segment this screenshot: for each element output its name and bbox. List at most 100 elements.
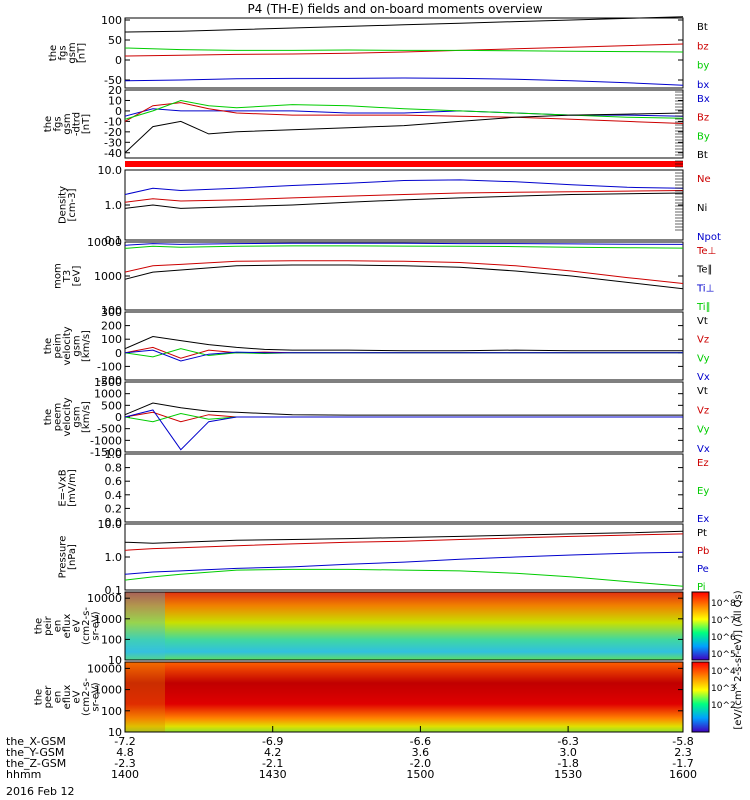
series-line-by — [124, 47, 684, 53]
y-tick-label: -10 — [104, 115, 122, 128]
chart-title: P4 (TH-E) fields and on-board moments ov… — [247, 2, 542, 16]
legend-entry: By — [697, 131, 710, 142]
colorbar-tick-label: 10^6 — [711, 633, 736, 643]
x-row-value: -2.1 — [262, 757, 283, 770]
y-tick-label: 10 — [108, 726, 122, 739]
y-tick-label: 1500 — [94, 376, 122, 389]
y-tick-label: 0.2 — [105, 502, 123, 515]
colorbar — [691, 661, 710, 733]
y-axis-label-line: sr-eV) — [91, 682, 102, 711]
y-tick-label: 100 — [101, 333, 122, 346]
colorbar-tick-label: 10^7 — [711, 616, 736, 626]
y-axis-label-line: T3 — [62, 270, 73, 283]
y-tick-label: 50 — [108, 34, 122, 47]
legend-entry: Pe — [697, 564, 709, 575]
series-line-Ti∥ — [124, 245, 684, 249]
y-axis-label-line: [km/s] — [81, 330, 92, 362]
y-tick-label: 1.0 — [105, 199, 123, 212]
y-tick-label: -100 — [97, 360, 122, 373]
date-label: 2016 Feb 12 — [6, 785, 74, 798]
legend-entry: Ez — [697, 458, 709, 469]
series-line-Npot — [124, 179, 684, 195]
legend-entry: Bt — [697, 22, 708, 33]
y-axis-label-line: en — [53, 620, 64, 633]
y-tick-label: 0 — [115, 105, 122, 118]
legend-entry: Vy — [697, 425, 710, 436]
legend-entry: Vz — [697, 335, 709, 346]
series-line-Vt — [124, 402, 683, 416]
y-tick-label: 10.0 — [98, 164, 123, 177]
legend-entry: Ti⊥ — [696, 283, 714, 294]
panel-density: 10.0 1.0 0.1 Density[cm-3] Ne Ni Npot — [57, 164, 721, 247]
y-tick-label: 1000 — [94, 684, 122, 697]
y-axis-label-line: eV — [72, 690, 83, 703]
colorbar — [691, 591, 710, 661]
y-tick-label: 100 — [101, 633, 122, 646]
y-axis-label-line: -dtrd — [72, 112, 83, 136]
series-line-Pi — [124, 568, 684, 587]
y-axis-label-line: gsm — [72, 335, 83, 356]
series-line-Pt — [124, 530, 684, 544]
x-row-label: the_Z-GSM — [6, 757, 66, 770]
legend-entry: Bz — [697, 113, 709, 124]
x-row-value: 1430 — [259, 768, 287, 781]
legend-entry: Pi — [697, 582, 706, 593]
x-row-value: -1.7 — [672, 757, 693, 770]
colorbar-tick-label: 10^2 — [711, 701, 736, 711]
y-tick-label: -50 — [104, 74, 122, 87]
x-row-value: 1500 — [406, 768, 434, 781]
legend-entry: Vy — [697, 353, 710, 364]
y-tick-label: 0.0 — [105, 516, 123, 529]
legend-entry: bx — [697, 80, 709, 91]
legend-entry: Ey — [697, 486, 709, 497]
y-tick-label: 1000 — [94, 613, 122, 626]
y-axis-label-line: [eV] — [72, 266, 83, 287]
series-line-Ti⊥ — [124, 242, 684, 246]
legend-entry: Ti∥ — [696, 302, 711, 313]
y-tick-label: 0.1 — [105, 234, 123, 247]
panel-frame — [124, 241, 684, 311]
series-line-Ni — [124, 192, 684, 209]
heatmap-field — [125, 592, 683, 660]
y-axis-label-line: Pressure — [57, 536, 68, 579]
y-axis-label-line: velocity — [62, 326, 73, 365]
y-axis-label-line: E=-VxB — [57, 469, 68, 506]
legend-entry: bz — [697, 41, 709, 52]
x-axis-footer: the_X-GSM -7.2 -6.9 -6.6 -6.3 -5.8 the_Y-GSM 4.… — [6, 726, 697, 781]
series-line-Te⊥ — [124, 260, 684, 284]
y-tick-label: 0.6 — [105, 475, 123, 488]
y-tick-label: 0.1 — [105, 584, 123, 597]
y-axis-label-line: en — [53, 691, 64, 704]
status-bar — [125, 161, 683, 167]
x-row-label: the_X-GSM — [6, 735, 66, 748]
x-row-label: the_Y-GSM — [6, 746, 64, 759]
y-tick-label: 10 — [108, 94, 122, 107]
y-axis-label-line: mom — [53, 263, 64, 289]
y-axis-label-line: (cm2-s- — [81, 678, 92, 716]
y-axis-label-line: the — [43, 116, 54, 132]
y-axis-label-line: eflux — [62, 614, 73, 639]
series-line-bx — [124, 77, 684, 86]
y-axis-label-line: [mV/m] — [67, 469, 78, 507]
legend-entry: Vz — [697, 405, 709, 416]
series-line-bz — [124, 43, 684, 57]
y-tick-label: 10000 — [87, 662, 122, 675]
series-line-Te∥ — [124, 264, 684, 290]
legend-entry: Vt — [697, 386, 708, 397]
y-axis-label-line: the — [43, 409, 54, 425]
y-axis-label-line: velocity — [62, 397, 73, 436]
y-tick-label: -200 — [97, 374, 122, 387]
x-row-value: 3.0 — [559, 746, 577, 759]
y-tick-label: 1.0 — [105, 551, 123, 564]
panel-pressure: 10.0 1.0 0.1 Pressure[nPa] Pt Pb Pe Pi — [57, 518, 709, 597]
x-row-value: -6.3 — [557, 735, 578, 748]
x-row-value: 1400 — [111, 768, 139, 781]
heatmap-transient — [125, 662, 165, 732]
y-tick-label: 0.4 — [105, 489, 123, 502]
x-row-value: 4.2 — [264, 746, 282, 759]
panel-peir_en_eflux: 10000 1000 100 10 thepeirenefluxeV(cm2-s-sr-… — [34, 591, 684, 667]
panel-peim_velocity: 3002001000-100-200thepeimvelocitygsm[km/… — [43, 306, 710, 387]
y-axis-label-line: peir — [43, 615, 54, 635]
